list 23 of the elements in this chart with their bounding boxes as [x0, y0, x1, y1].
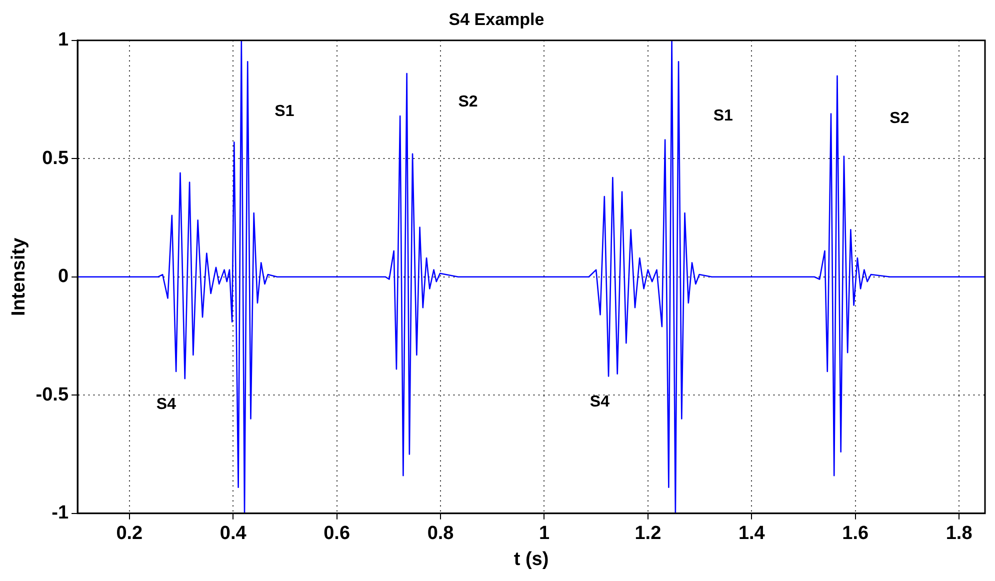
y-axis-title: Intensity [8, 237, 30, 316]
x-tick-label: 0.8 [427, 523, 454, 544]
x-axis-title: t (s) [514, 548, 549, 570]
annotation: S1 [274, 102, 294, 120]
y-tick-label: -0.5 [36, 384, 69, 406]
y-tick-label: 0 [58, 266, 69, 288]
x-tick-label: 1.6 [842, 523, 869, 544]
y-tick-label: 0.5 [42, 148, 69, 169]
x-tick-label: 0.6 [324, 523, 350, 544]
x-tick-label: 0.2 [116, 523, 143, 544]
y-tick-label: -1 [52, 502, 69, 524]
x-tick-label: 1.4 [738, 523, 766, 544]
x-tick-label: 1 [538, 523, 550, 544]
x-tick-label: 1.2 [634, 523, 662, 544]
annotation: S4 [156, 396, 176, 414]
x-tick-label: 0.4 [220, 523, 247, 544]
y-tick-label: 1 [58, 30, 69, 51]
x-tick-label: 1.8 [946, 523, 972, 544]
annotation: S2 [458, 93, 478, 110]
annotation: S2 [890, 110, 910, 127]
annotation: S4 [590, 394, 610, 411]
annotation: S1 [713, 107, 734, 124]
chart-title: S4 Example [448, 10, 544, 29]
